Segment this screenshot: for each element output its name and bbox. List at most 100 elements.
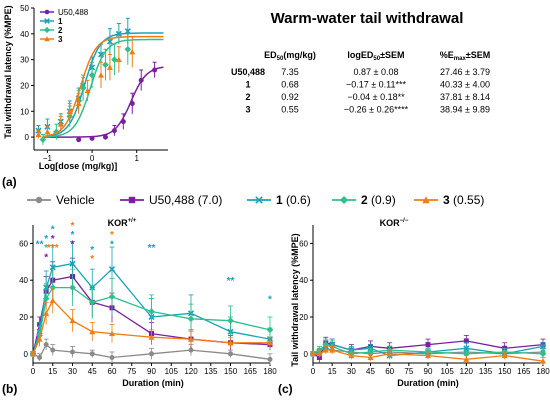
- panel-a-xlabel: Log[dose (mg/kg)]: [39, 161, 118, 171]
- legend-marker: [44, 36, 50, 42]
- kor-wildtype-panel: 0 20 40 60 0 15 30 45 60 75 90 105 120 135 150 165 180 *…: [19, 218, 277, 388]
- data-point: [425, 352, 431, 359]
- data-point: [539, 350, 547, 358]
- fit-curve-2: [42, 38, 164, 138]
- significance-marker: *: [44, 234, 48, 245]
- data-point: [463, 350, 470, 358]
- table-row: 1 0.68 −0.17 ± 0.11*** 40.33 ± 4.00: [245, 80, 490, 90]
- data-point: [227, 317, 234, 324]
- panel-a-y-tick-label: 40: [20, 30, 29, 39]
- series-3: [35, 35, 164, 139]
- data-point: [30, 350, 36, 357]
- data-point: [37, 354, 43, 360]
- data-point: [124, 46, 132, 53]
- data-point: [138, 77, 144, 83]
- data-point: [102, 61, 109, 69]
- row-compound: U50,488: [231, 67, 265, 77]
- data-point: [89, 328, 96, 335]
- row-emax: 38.94 ± 9.89: [440, 105, 490, 115]
- pb-x-tick-label: 15: [48, 367, 57, 376]
- pb-y-tick-label: 40: [19, 276, 28, 285]
- legend-label: Vehicle: [56, 193, 95, 207]
- pb-x-tick-label: 0: [31, 367, 36, 376]
- data-point: [75, 100, 82, 107]
- significance-marker: *: [110, 239, 114, 250]
- data-point: [111, 128, 117, 134]
- pb-x-tick-label: 120: [184, 367, 198, 376]
- legend-label-part: (7.0): [194, 193, 222, 207]
- data-point: [57, 121, 64, 127]
- significance-marker: **: [148, 243, 156, 254]
- row-log-ed50: −0.17 ± 0.11***: [346, 80, 407, 90]
- data-point: [109, 354, 115, 360]
- data-point: [88, 298, 96, 306]
- data-point: [124, 28, 131, 35]
- data-point: [115, 30, 122, 37]
- data-point: [69, 284, 76, 291]
- pb-x-tick-label: 60: [108, 367, 117, 376]
- pc-x-tick-label: 165: [517, 367, 531, 376]
- panel-c-title: KOR−/−: [380, 218, 409, 228]
- pb-x-tick-label: 75: [127, 367, 136, 376]
- data-point: [322, 347, 329, 353]
- row-log-ed50: −0.04 ± 0.18**: [347, 92, 405, 102]
- significance-marker: *: [44, 252, 48, 263]
- fit-curve-3: [42, 35, 164, 138]
- legend-label: 3 (0.55): [443, 193, 484, 207]
- panel-a-ylabel: Tail withdrawal latency (%MPE): [3, 5, 13, 138]
- panel-a-y-tick-label: 10: [20, 107, 29, 116]
- legend-label-part: 3: [443, 193, 450, 207]
- data-point: [43, 342, 49, 348]
- data-point: [463, 356, 470, 362]
- data-point: [348, 352, 355, 359]
- panel-a-y-tick-label: 20: [20, 81, 29, 90]
- data-point: [84, 87, 91, 94]
- pb-y-tick-label: 0: [24, 350, 29, 359]
- row-compound: 3: [245, 105, 250, 115]
- header-ed50: ED50(mg/kg): [264, 50, 316, 62]
- data-point: [188, 336, 194, 342]
- table-row: 3 0.55 −0.26 ± 0.26**** 38.94 ± 9.89: [245, 105, 490, 115]
- data-point: [49, 297, 56, 303]
- data-point: [148, 334, 155, 340]
- data-point: [539, 343, 547, 350]
- data-point: [267, 356, 273, 362]
- legend-marker: [422, 196, 430, 204]
- legend-marker: [44, 18, 50, 24]
- data-point: [44, 128, 51, 135]
- pb-x-tick-label: 180: [263, 367, 277, 376]
- legend-marker: [43, 26, 51, 34]
- potency-table: Warm-water tail withdrawal ED50(mg/kg) l…: [231, 10, 490, 115]
- legend-label-part: 2: [361, 193, 368, 207]
- legend-label-part: U50,488: [149, 193, 195, 207]
- fit-curve-U50,488: [42, 66, 164, 138]
- pc-y-tick-label: 60: [299, 239, 308, 248]
- legend-label: 3: [58, 35, 63, 44]
- data-point: [76, 137, 82, 143]
- data-point: [98, 72, 104, 78]
- data-point: [329, 347, 336, 353]
- data-point: [39, 136, 47, 143]
- dose-response-panel: 0 10 20 30 40 50 −1 0 1 Tail withdrawal latency …: [3, 4, 168, 171]
- significance-marker: *: [51, 225, 55, 236]
- data-point: [43, 310, 50, 316]
- table-row: 2 0.92 −0.04 ± 0.18** 37.81 ± 8.14: [245, 92, 490, 102]
- data-point: [108, 266, 116, 273]
- data-point: [187, 315, 195, 323]
- panel-b-title: KOR+/+: [108, 218, 137, 228]
- pc-x-tick-label: 75: [404, 367, 413, 376]
- pc-x-tick-label: 105: [440, 367, 454, 376]
- significance-marker: *: [44, 243, 48, 254]
- panel-a-y-tick-label: 50: [20, 4, 29, 13]
- row-ed50: 7.35: [281, 67, 299, 77]
- data-point: [69, 317, 76, 324]
- pb-x-tick-label: 30: [68, 367, 77, 376]
- data-point: [540, 358, 546, 364]
- data-point: [148, 308, 155, 315]
- pb-x-tick-label: 150: [224, 367, 238, 376]
- data-point: [149, 351, 154, 357]
- data-point: [228, 351, 233, 357]
- legend-marker: [44, 9, 50, 15]
- legend-label-part: (0.6): [283, 193, 311, 207]
